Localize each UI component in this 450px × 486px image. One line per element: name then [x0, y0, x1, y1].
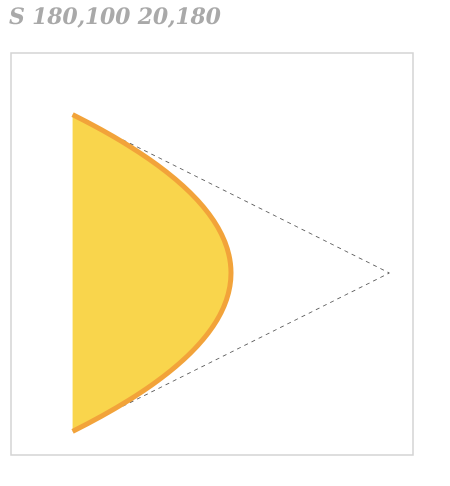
- quadratic-curve-stroke: [71, 112, 234, 434]
- path-command-title: S 180,100 20,180: [9, 4, 221, 30]
